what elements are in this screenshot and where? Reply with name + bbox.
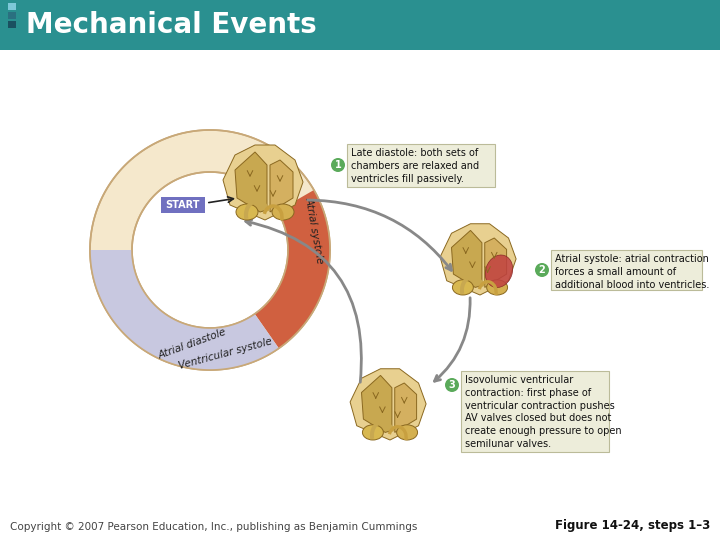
- FancyBboxPatch shape: [161, 197, 205, 213]
- FancyBboxPatch shape: [346, 144, 495, 186]
- Ellipse shape: [485, 255, 513, 287]
- Ellipse shape: [236, 204, 258, 220]
- Text: 2: 2: [539, 265, 545, 275]
- Text: Atrial diastole: Atrial diastole: [156, 327, 228, 361]
- Circle shape: [331, 158, 345, 172]
- FancyBboxPatch shape: [551, 249, 701, 289]
- Polygon shape: [395, 383, 417, 433]
- Polygon shape: [90, 250, 279, 370]
- Text: Atrial systole: atrial contraction
forces a small amount of
additional blood int: Atrial systole: atrial contraction force…: [555, 254, 709, 289]
- Text: START: START: [166, 200, 200, 210]
- Polygon shape: [361, 375, 392, 433]
- Circle shape: [535, 263, 549, 277]
- Circle shape: [445, 378, 459, 392]
- Ellipse shape: [397, 425, 418, 440]
- FancyBboxPatch shape: [461, 370, 608, 451]
- Polygon shape: [485, 238, 507, 287]
- FancyBboxPatch shape: [8, 3, 16, 10]
- Ellipse shape: [272, 204, 294, 220]
- Ellipse shape: [487, 280, 508, 295]
- Polygon shape: [350, 369, 426, 440]
- Polygon shape: [270, 160, 293, 212]
- Polygon shape: [255, 190, 330, 348]
- Ellipse shape: [362, 425, 383, 440]
- Polygon shape: [90, 130, 330, 370]
- Text: Figure 14-24, steps 1–3: Figure 14-24, steps 1–3: [554, 519, 710, 532]
- Text: 1: 1: [335, 160, 341, 170]
- FancyBboxPatch shape: [8, 21, 16, 28]
- Polygon shape: [235, 152, 267, 212]
- Polygon shape: [223, 145, 303, 220]
- Text: Late diastole: both sets of
chambers are relaxed and
ventricles fill passively.: Late diastole: both sets of chambers are…: [351, 148, 479, 184]
- Text: Atrial systole: Atrial systole: [303, 196, 325, 264]
- Polygon shape: [451, 231, 482, 287]
- Text: Mechanical Events: Mechanical Events: [26, 11, 317, 39]
- Text: 3: 3: [449, 380, 455, 390]
- Text: Isovolumic ventricular
contraction: first phase of
ventricular contraction pushe: Isovolumic ventricular contraction: firs…: [465, 375, 621, 449]
- FancyBboxPatch shape: [8, 12, 16, 19]
- Text: Ventricular systole: Ventricular systole: [177, 336, 273, 372]
- FancyBboxPatch shape: [0, 0, 720, 50]
- Polygon shape: [440, 224, 516, 295]
- Text: Copyright © 2007 Pearson Education, Inc., publishing as Benjamin Cummings: Copyright © 2007 Pearson Education, Inc.…: [10, 522, 418, 532]
- Ellipse shape: [452, 280, 473, 295]
